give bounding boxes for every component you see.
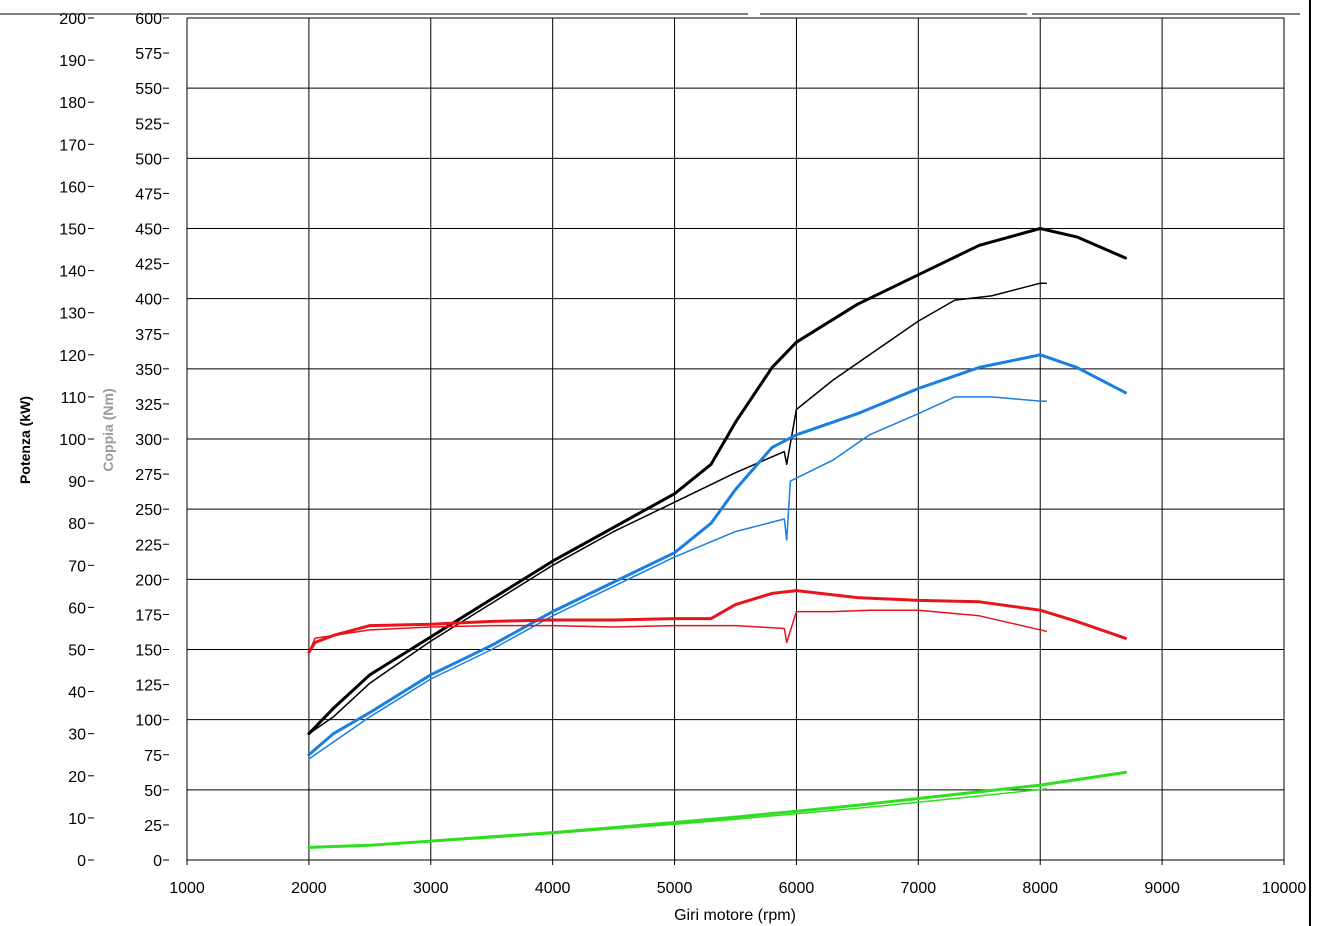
torque-tick-label: 450	[135, 222, 162, 239]
torque-tick-label: 175	[135, 607, 162, 624]
rpm-tick-label: 8000	[1022, 880, 1058, 897]
torque-tick-label: 150	[135, 643, 162, 660]
power-tick-label: 90	[68, 474, 86, 491]
series-line-6	[308, 609, 1048, 654]
power-tick-label: 110	[60, 390, 86, 407]
power-tick-label: 60	[68, 600, 86, 617]
rpm-tick-label: 1000	[169, 880, 205, 897]
torque-tick-label: 200	[135, 572, 162, 589]
torque-tick-label: 50	[144, 783, 162, 800]
power-tick-label: 10	[68, 811, 86, 828]
rpm-tick-label: 10000	[1262, 880, 1307, 897]
torque-tick-label: 375	[135, 327, 162, 344]
torque-tick-label: 0	[153, 853, 162, 870]
series-line-8	[308, 788, 1048, 849]
rpm-tick-label: 7000	[901, 880, 937, 897]
power-tick-label: 70	[68, 558, 86, 575]
torque-tick-label: 275	[135, 467, 162, 484]
torque-axis-title: Coppia (Nm)	[100, 388, 116, 471]
power-tick-label: 130	[59, 306, 86, 323]
torque-tick-label: 25	[144, 818, 162, 835]
power-tick-label: 140	[59, 264, 86, 281]
power-tick-label: 40	[68, 685, 86, 702]
torque-tick-label: 225	[135, 537, 162, 554]
rpm-tick-label: 2000	[291, 880, 327, 897]
series-line-5	[307, 589, 1127, 654]
power-tick-label: 200	[59, 11, 86, 28]
power-tick-label: 170	[59, 137, 86, 154]
power-tick-label: 180	[59, 95, 86, 112]
torque-tick-label: 475	[135, 186, 162, 203]
rpm-tick-label: 4000	[535, 880, 571, 897]
power-tick-label: 120	[59, 348, 86, 365]
rpm-axis-ticks: 1000 2000 3000 4000 5000 6000 7000 8000 9000 1000…	[169, 880, 1306, 897]
torque-tick-label: 400	[135, 292, 162, 309]
series-line-3	[307, 353, 1127, 757]
torque-tick-label: 550	[135, 81, 162, 98]
rpm-tick-label: 5000	[657, 880, 693, 897]
torque-tick-label: 300	[135, 432, 162, 449]
rpm-tick-label: 6000	[779, 880, 815, 897]
power-tick-label: 30	[68, 727, 86, 744]
power-tick-label: 190	[59, 53, 86, 70]
power-tick-label: 80	[68, 516, 86, 533]
torque-tick-label: 350	[135, 362, 162, 379]
torque-tick-label: 425	[135, 257, 162, 274]
torque-axis-ticks: 0 25 50 75 100 125 150 175 200 225 250 275 300 325 350…	[135, 11, 169, 870]
torque-tick-label: 600	[135, 11, 162, 28]
torque-tick-label: 125	[135, 678, 162, 695]
torque-tick-label: 500	[135, 151, 162, 168]
torque-tick-label: 75	[144, 748, 162, 765]
power-axis-title: Potenza (kW)	[17, 396, 33, 484]
power-tick-label: 150	[59, 222, 86, 239]
rpm-tick-label: 9000	[1144, 880, 1180, 897]
torque-tick-label: 250	[135, 502, 162, 519]
grid	[186, 17, 1285, 865]
torque-tick-label: 525	[135, 116, 162, 133]
torque-tick-label: 325	[135, 397, 162, 414]
power-tick-label: 50	[68, 643, 86, 660]
series-line-2	[308, 282, 1048, 735]
power-axis-ticks: 0 10 20 30 40 50 60 70 80 90 100 110 120 130 140 150 160…	[59, 11, 94, 870]
power-tick-label: 0	[77, 853, 86, 870]
power-tick-label: 100	[59, 432, 86, 449]
power-tick-label: 20	[68, 769, 86, 786]
torque-tick-label: 100	[135, 713, 162, 730]
series-line-4	[308, 396, 1048, 760]
series-line-1	[307, 227, 1127, 736]
series-layer	[307, 227, 1127, 849]
power-tick-label: 160	[59, 179, 86, 196]
rpm-tick-label: 3000	[413, 880, 449, 897]
torque-tick-label: 575	[135, 46, 162, 63]
x-axis-title: Giri motore (rpm)	[674, 907, 796, 924]
